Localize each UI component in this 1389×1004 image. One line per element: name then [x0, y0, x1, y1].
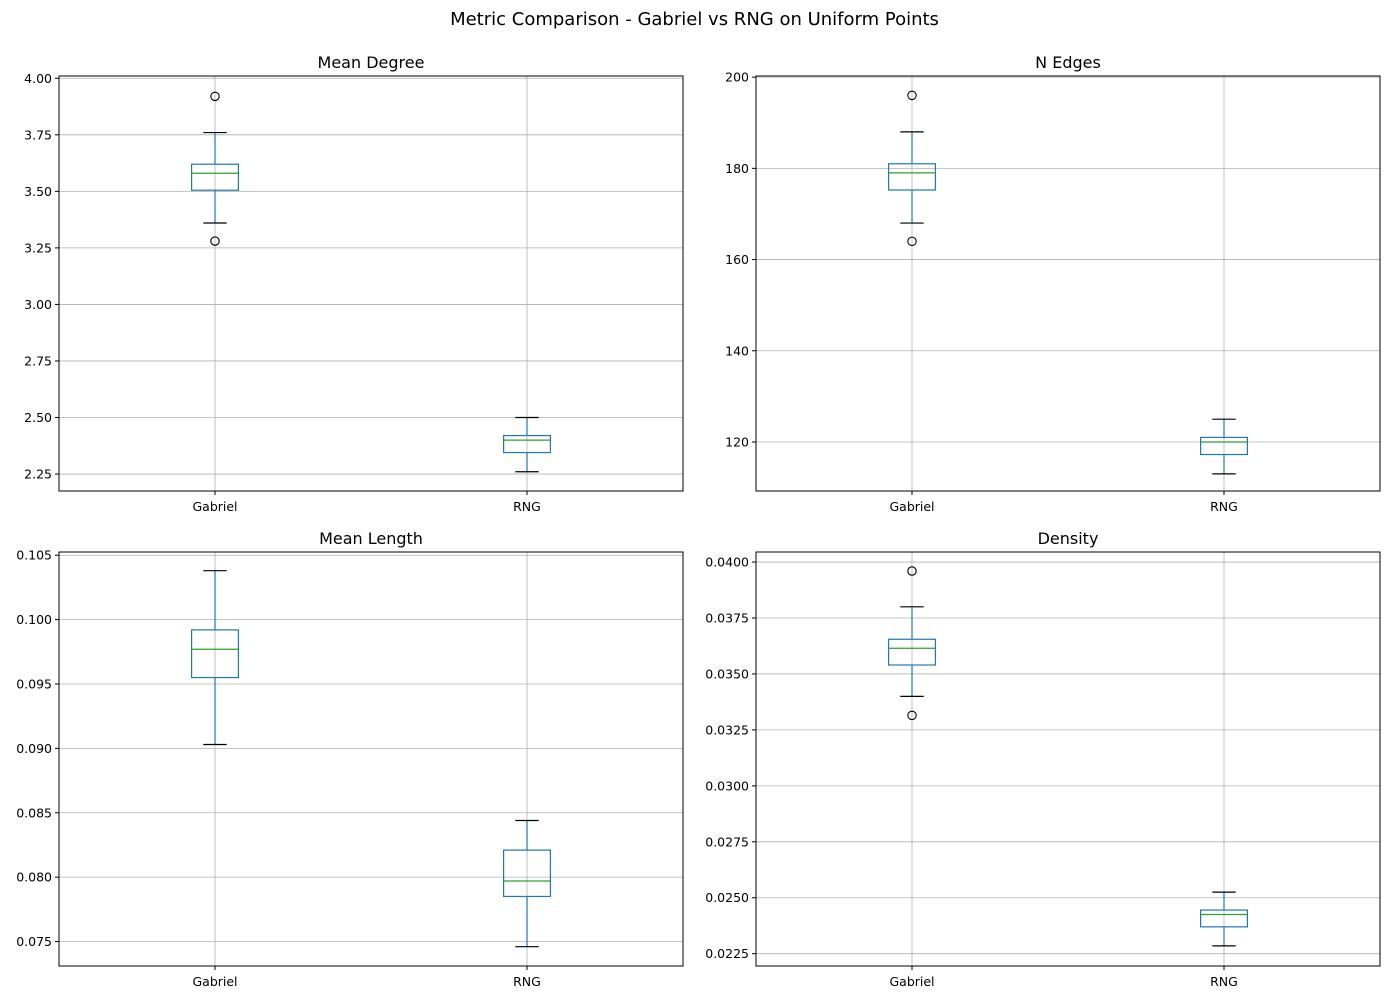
- y-tick-label: 180: [725, 161, 749, 176]
- box-gabriel: [191, 570, 240, 746]
- y-tick-label: 0.0225: [705, 946, 749, 961]
- axes-frame: [58, 551, 684, 967]
- y-tick-label: 2.25: [24, 467, 52, 482]
- y-tick-label: 3.25: [24, 240, 52, 255]
- box-iqr: [1199, 909, 1248, 928]
- y-tick-label: 0.085: [16, 805, 52, 820]
- subplot-title: N Edges: [1035, 53, 1101, 72]
- y-tick-label: 0.100: [16, 612, 52, 627]
- y-tick-label: 140: [725, 343, 749, 358]
- x-tick-label: Gabriel: [192, 499, 237, 514]
- subplot-title: Mean Degree: [318, 53, 425, 72]
- box-rng: [1199, 418, 1248, 475]
- figure-title: Metric Comparison - Gabriel vs RNG on Un…: [450, 9, 939, 30]
- outlier-point: [210, 91, 220, 102]
- x-tick-label: Gabriel: [889, 974, 934, 989]
- x-tick-label: RNG: [1210, 499, 1238, 514]
- box-rng: [503, 416, 552, 473]
- box-iqr: [503, 849, 552, 898]
- x-tick-label: RNG: [513, 974, 541, 989]
- y-tick-label: 160: [725, 252, 749, 267]
- y-tick-label: 0.080: [16, 870, 52, 885]
- axes-frame: [755, 551, 1381, 967]
- outlier-point: [907, 90, 917, 101]
- subplot-title: Density: [1038, 529, 1099, 548]
- y-tick-label: 0.0375: [705, 611, 749, 626]
- box-gabriel: [191, 91, 240, 246]
- y-tick-label: 200: [725, 70, 749, 85]
- y-tick-label: 0.0325: [705, 722, 749, 737]
- subplot-title: Mean Length: [319, 529, 423, 548]
- box-iqr: [191, 163, 240, 191]
- subplot-mean-degree: 2.25 2.50 2.75 3.00 3.25 3.50 3.75 4.00 Gabriel R…: [24, 53, 684, 514]
- outlier-point: [210, 236, 220, 246]
- y-tick-label: 0.075: [16, 934, 52, 949]
- y-tick-label: 0.0300: [705, 778, 749, 793]
- x-tick-label: Gabriel: [889, 499, 934, 514]
- box-iqr: [1199, 436, 1248, 456]
- box-iqr: [503, 434, 552, 454]
- y-tick-label: 2.75: [24, 353, 52, 368]
- y-tick-label: 3.75: [24, 127, 52, 142]
- y-tick-label: 0.095: [16, 676, 52, 691]
- y-tick-label: 0.0400: [705, 555, 749, 570]
- outlier-point: [907, 236, 917, 247]
- box-iqr: [887, 638, 936, 666]
- box-iqr: [887, 163, 936, 191]
- subplot-n-edges: 120 140 160 180 200 Gabriel RNG N Edges: [725, 53, 1381, 514]
- axes-frame: [58, 75, 684, 492]
- x-tick-label: Gabriel: [192, 974, 237, 989]
- y-tick-label: 2.50: [24, 410, 52, 425]
- box-gabriel: [887, 90, 936, 247]
- y-tick-label: 4.00: [24, 71, 52, 86]
- y-tick-label: 120: [725, 434, 749, 449]
- y-tick-label: 3.50: [24, 184, 52, 199]
- y-tick-label: 0.090: [16, 741, 52, 756]
- y-tick-label: 0.105: [16, 548, 52, 563]
- box-rng: [503, 819, 552, 948]
- outlier-point: [907, 566, 917, 576]
- y-tick-label: 3.00: [24, 297, 52, 312]
- y-tick-label: 0.0350: [705, 666, 749, 681]
- box-iqr: [191, 629, 240, 679]
- x-tick-label: RNG: [1210, 974, 1238, 989]
- y-tick-label: 0.0250: [705, 890, 749, 905]
- box-gabriel: [887, 566, 936, 721]
- subplot-density: 0.0225 0.0250 0.0275 0.0300 0.0325 0.0350 0.03…: [705, 529, 1381, 989]
- subplot-mean-length: 0.075 0.080 0.085 0.090 0.095 0.100 0.105 Gabri…: [16, 529, 684, 989]
- box-rng: [1199, 891, 1248, 947]
- y-tick-label: 0.0275: [705, 834, 749, 849]
- outlier-point: [907, 710, 917, 721]
- axes-frame: [755, 75, 1381, 492]
- x-tick-label: RNG: [513, 499, 541, 514]
